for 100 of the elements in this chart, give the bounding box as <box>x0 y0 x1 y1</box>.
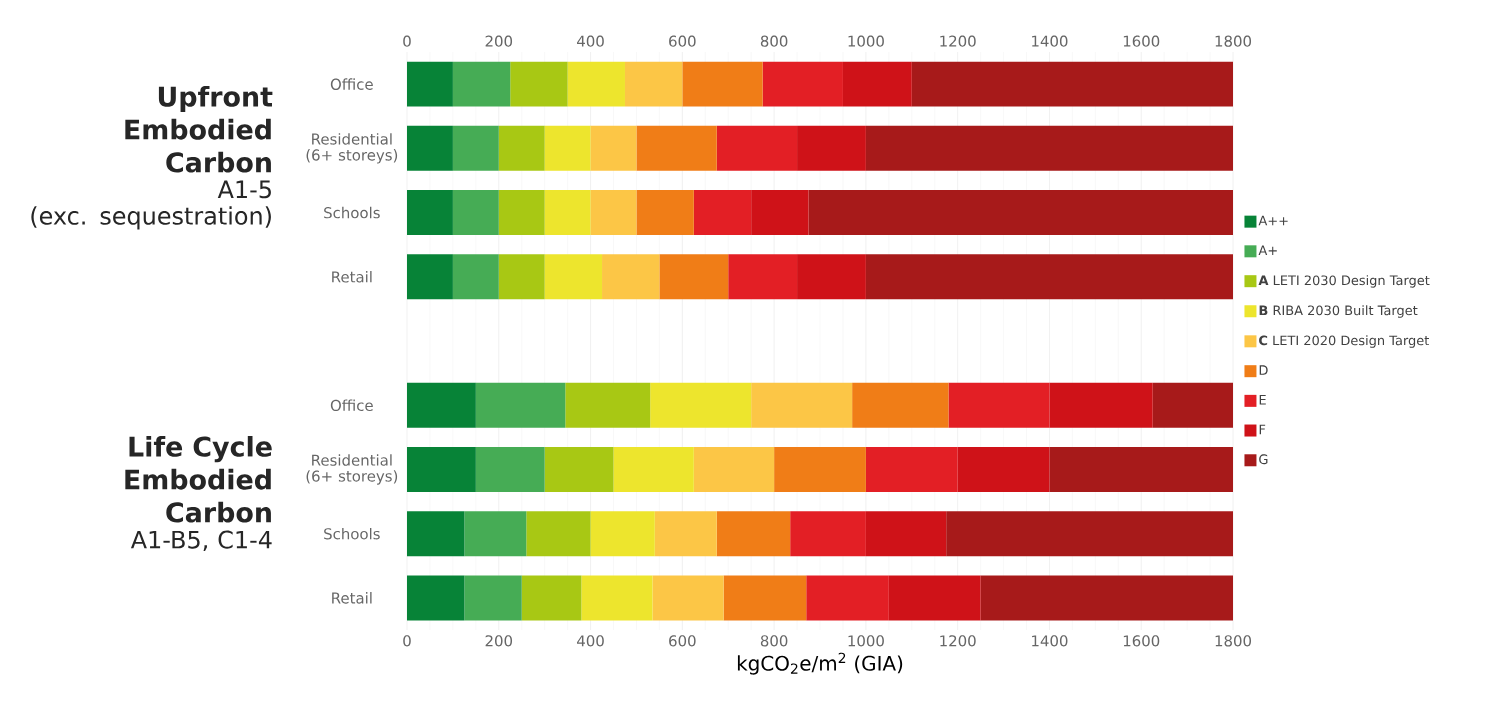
y-tick-label: Retail <box>332 271 372 283</box>
bar <box>581 575 653 621</box>
bar <box>590 125 637 171</box>
legend-label: C LETI 2020 Design Target <box>1259 335 1429 348</box>
legend-label: G <box>1259 454 1268 465</box>
bar <box>452 61 511 107</box>
bar <box>544 254 603 300</box>
x2-tick-label: 1600 <box>1123 35 1160 47</box>
bar <box>650 382 752 428</box>
text: Upfront Embodied Carbon <box>125 85 273 173</box>
bar <box>526 511 591 557</box>
bar <box>1152 382 1234 428</box>
x2-tick-label: 1400 <box>1032 35 1068 47</box>
text: A1-B5, C1-4 <box>130 530 272 552</box>
bar <box>567 61 625 107</box>
x2-tick-label: 600 <box>669 35 696 47</box>
y-tick-label: Schools <box>324 206 380 219</box>
legend-label: B RIBA 2030 Built Target <box>1259 305 1418 318</box>
bar <box>865 125 1234 171</box>
y-tick-label: Residential (6+ storeys) <box>306 454 398 485</box>
legend-label: F <box>1259 424 1266 435</box>
bar <box>865 511 947 557</box>
bar <box>636 125 717 171</box>
bar <box>407 575 465 621</box>
bar <box>946 511 1234 557</box>
bar <box>636 190 694 236</box>
bar <box>774 446 866 492</box>
bar <box>464 575 522 621</box>
x-tick-label: 0 <box>403 635 411 647</box>
bar <box>521 575 582 621</box>
bar <box>980 575 1234 621</box>
bar <box>590 511 655 557</box>
bar <box>865 254 1234 300</box>
x2-tick-label: 1800 <box>1215 35 1252 47</box>
x-tick-label: 1400 <box>1032 635 1068 647</box>
x2-tick-label: 400 <box>577 35 604 47</box>
bar <box>852 382 949 428</box>
x-tick-label: 1800 <box>1215 635 1252 647</box>
y-tick-label: Office <box>330 78 373 90</box>
bar <box>728 254 798 300</box>
bar <box>407 61 453 107</box>
bar <box>751 382 853 428</box>
legend-label: E <box>1259 395 1266 405</box>
x2-tick-label: 1200 <box>940 35 976 47</box>
bar <box>888 575 981 621</box>
y-tick-label: Office <box>330 399 373 412</box>
x2-tick-label: 200 <box>485 35 513 47</box>
bar <box>544 446 614 492</box>
bar <box>624 61 683 107</box>
x-tick-label: 600 <box>669 635 696 647</box>
bar <box>613 446 694 492</box>
bar <box>723 575 807 621</box>
bar <box>693 446 775 492</box>
bar <box>407 382 476 428</box>
bar <box>602 254 660 300</box>
bar <box>659 254 729 300</box>
bar <box>716 511 791 557</box>
legend-label: A LETI 2030 Design Target <box>1258 275 1430 288</box>
legend-label: A++ <box>1258 215 1288 226</box>
x2-tick-label: 1000 <box>848 35 884 47</box>
bar <box>452 190 499 236</box>
legend-label: A+ <box>1258 245 1277 255</box>
text: A1-5 <box>217 180 271 199</box>
y-tick-label: Schools <box>324 527 380 540</box>
text: (exc. sequestration) <box>31 206 271 230</box>
y-tick-label: Retail <box>332 592 372 604</box>
bar <box>407 190 453 236</box>
bar <box>452 125 499 171</box>
bar <box>565 382 651 428</box>
bar <box>693 190 752 236</box>
bar <box>716 125 798 171</box>
bar <box>452 254 499 300</box>
bar <box>806 575 889 621</box>
bar <box>464 511 527 557</box>
x-tick-label: 200 <box>485 635 513 647</box>
bar <box>790 511 866 557</box>
bar <box>957 446 1050 492</box>
x-tick-label: 1600 <box>1123 635 1160 647</box>
x-tick-label: 400 <box>577 635 604 647</box>
bar <box>475 382 566 428</box>
bar <box>751 190 809 236</box>
bar <box>682 61 763 107</box>
x-axis-title: kgCO$_{2}$e/m$^{2}$ (GIA) <box>737 652 903 675</box>
legend-label: D <box>1259 365 1268 375</box>
bar <box>407 254 453 300</box>
bar <box>407 446 476 492</box>
bar <box>544 190 591 236</box>
bar <box>475 446 545 492</box>
bar <box>808 190 1234 236</box>
bar <box>498 254 545 300</box>
bar <box>498 125 545 171</box>
y-tick-label: Residential (6+ storeys) <box>306 133 398 164</box>
bar <box>762 61 843 107</box>
bar <box>407 125 453 171</box>
text: Life Cycle Embodied Carbon <box>125 436 272 523</box>
bar <box>911 61 1234 107</box>
bar <box>948 382 1050 428</box>
bar <box>842 61 912 107</box>
x2-tick-label: 800 <box>760 35 788 47</box>
x-tick-label: 1200 <box>940 635 976 647</box>
